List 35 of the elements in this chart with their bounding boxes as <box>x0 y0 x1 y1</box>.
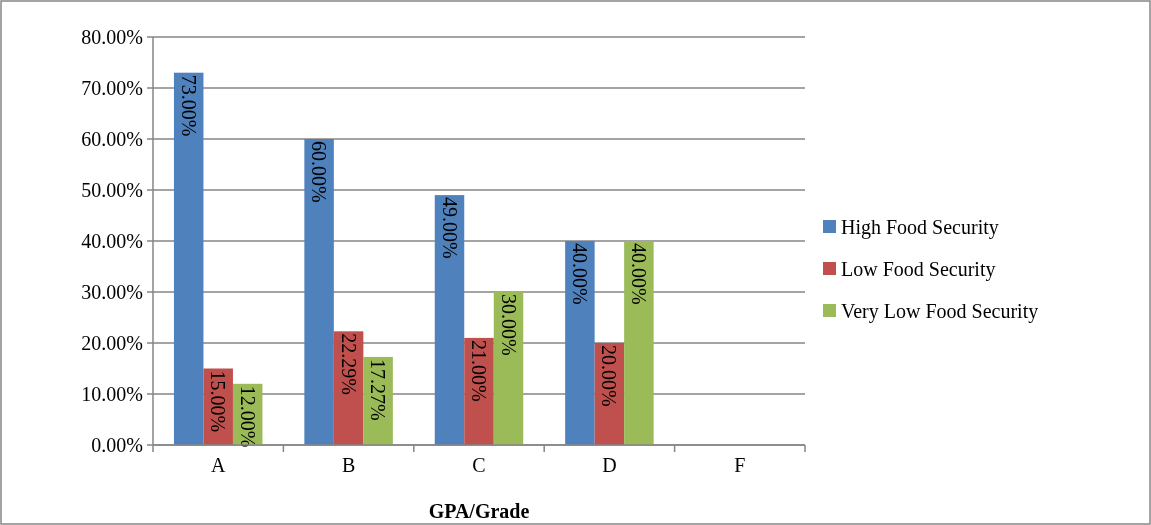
x-tick-label: F <box>734 454 746 476</box>
data-label: 49.00% <box>438 197 461 259</box>
x-tick-label: C <box>472 454 486 476</box>
y-tick-label: 80.00% <box>81 26 143 48</box>
x-axis-title: GPA/Grade <box>428 500 530 522</box>
data-label: 22.29% <box>337 333 360 395</box>
y-tick-label: 40.00% <box>81 230 143 252</box>
data-label: 12.00% <box>236 385 259 448</box>
x-tick-label: A <box>210 454 226 476</box>
bar <box>434 195 465 445</box>
legend-label: High Food Security <box>841 216 999 239</box>
x-tick-label: D <box>602 454 617 476</box>
legend-label: Very Low Food Security <box>841 300 1039 323</box>
bar <box>565 241 595 445</box>
y-tick-label: 60.00% <box>81 128 143 150</box>
data-label: 17.27% <box>367 358 390 421</box>
y-tick-label: 0.00% <box>91 434 143 456</box>
y-tick-label: 10.00% <box>81 383 143 405</box>
data-label: 21.00% <box>468 339 490 402</box>
x-tick-label: B <box>341 454 356 476</box>
data-label: 20.00% <box>598 345 621 407</box>
bar <box>173 72 204 445</box>
y-tick-label: 30.00% <box>81 281 143 303</box>
data-label: 40.00% <box>568 243 591 305</box>
y-tick-label: 50.00% <box>81 179 143 201</box>
bar <box>304 139 334 445</box>
y-tick-label: 20.00% <box>81 332 143 354</box>
y-tick-label: 70.00% <box>81 77 143 99</box>
legend-label: Low Food Security <box>841 258 996 281</box>
data-label: 30.00% <box>497 294 520 356</box>
data-label: 15.00% <box>207 370 230 433</box>
bar <box>624 241 654 445</box>
data-label: 40.00% <box>627 243 650 305</box>
data-label: 73.00% <box>177 74 200 137</box>
data-label: 60.00% <box>308 141 331 203</box>
